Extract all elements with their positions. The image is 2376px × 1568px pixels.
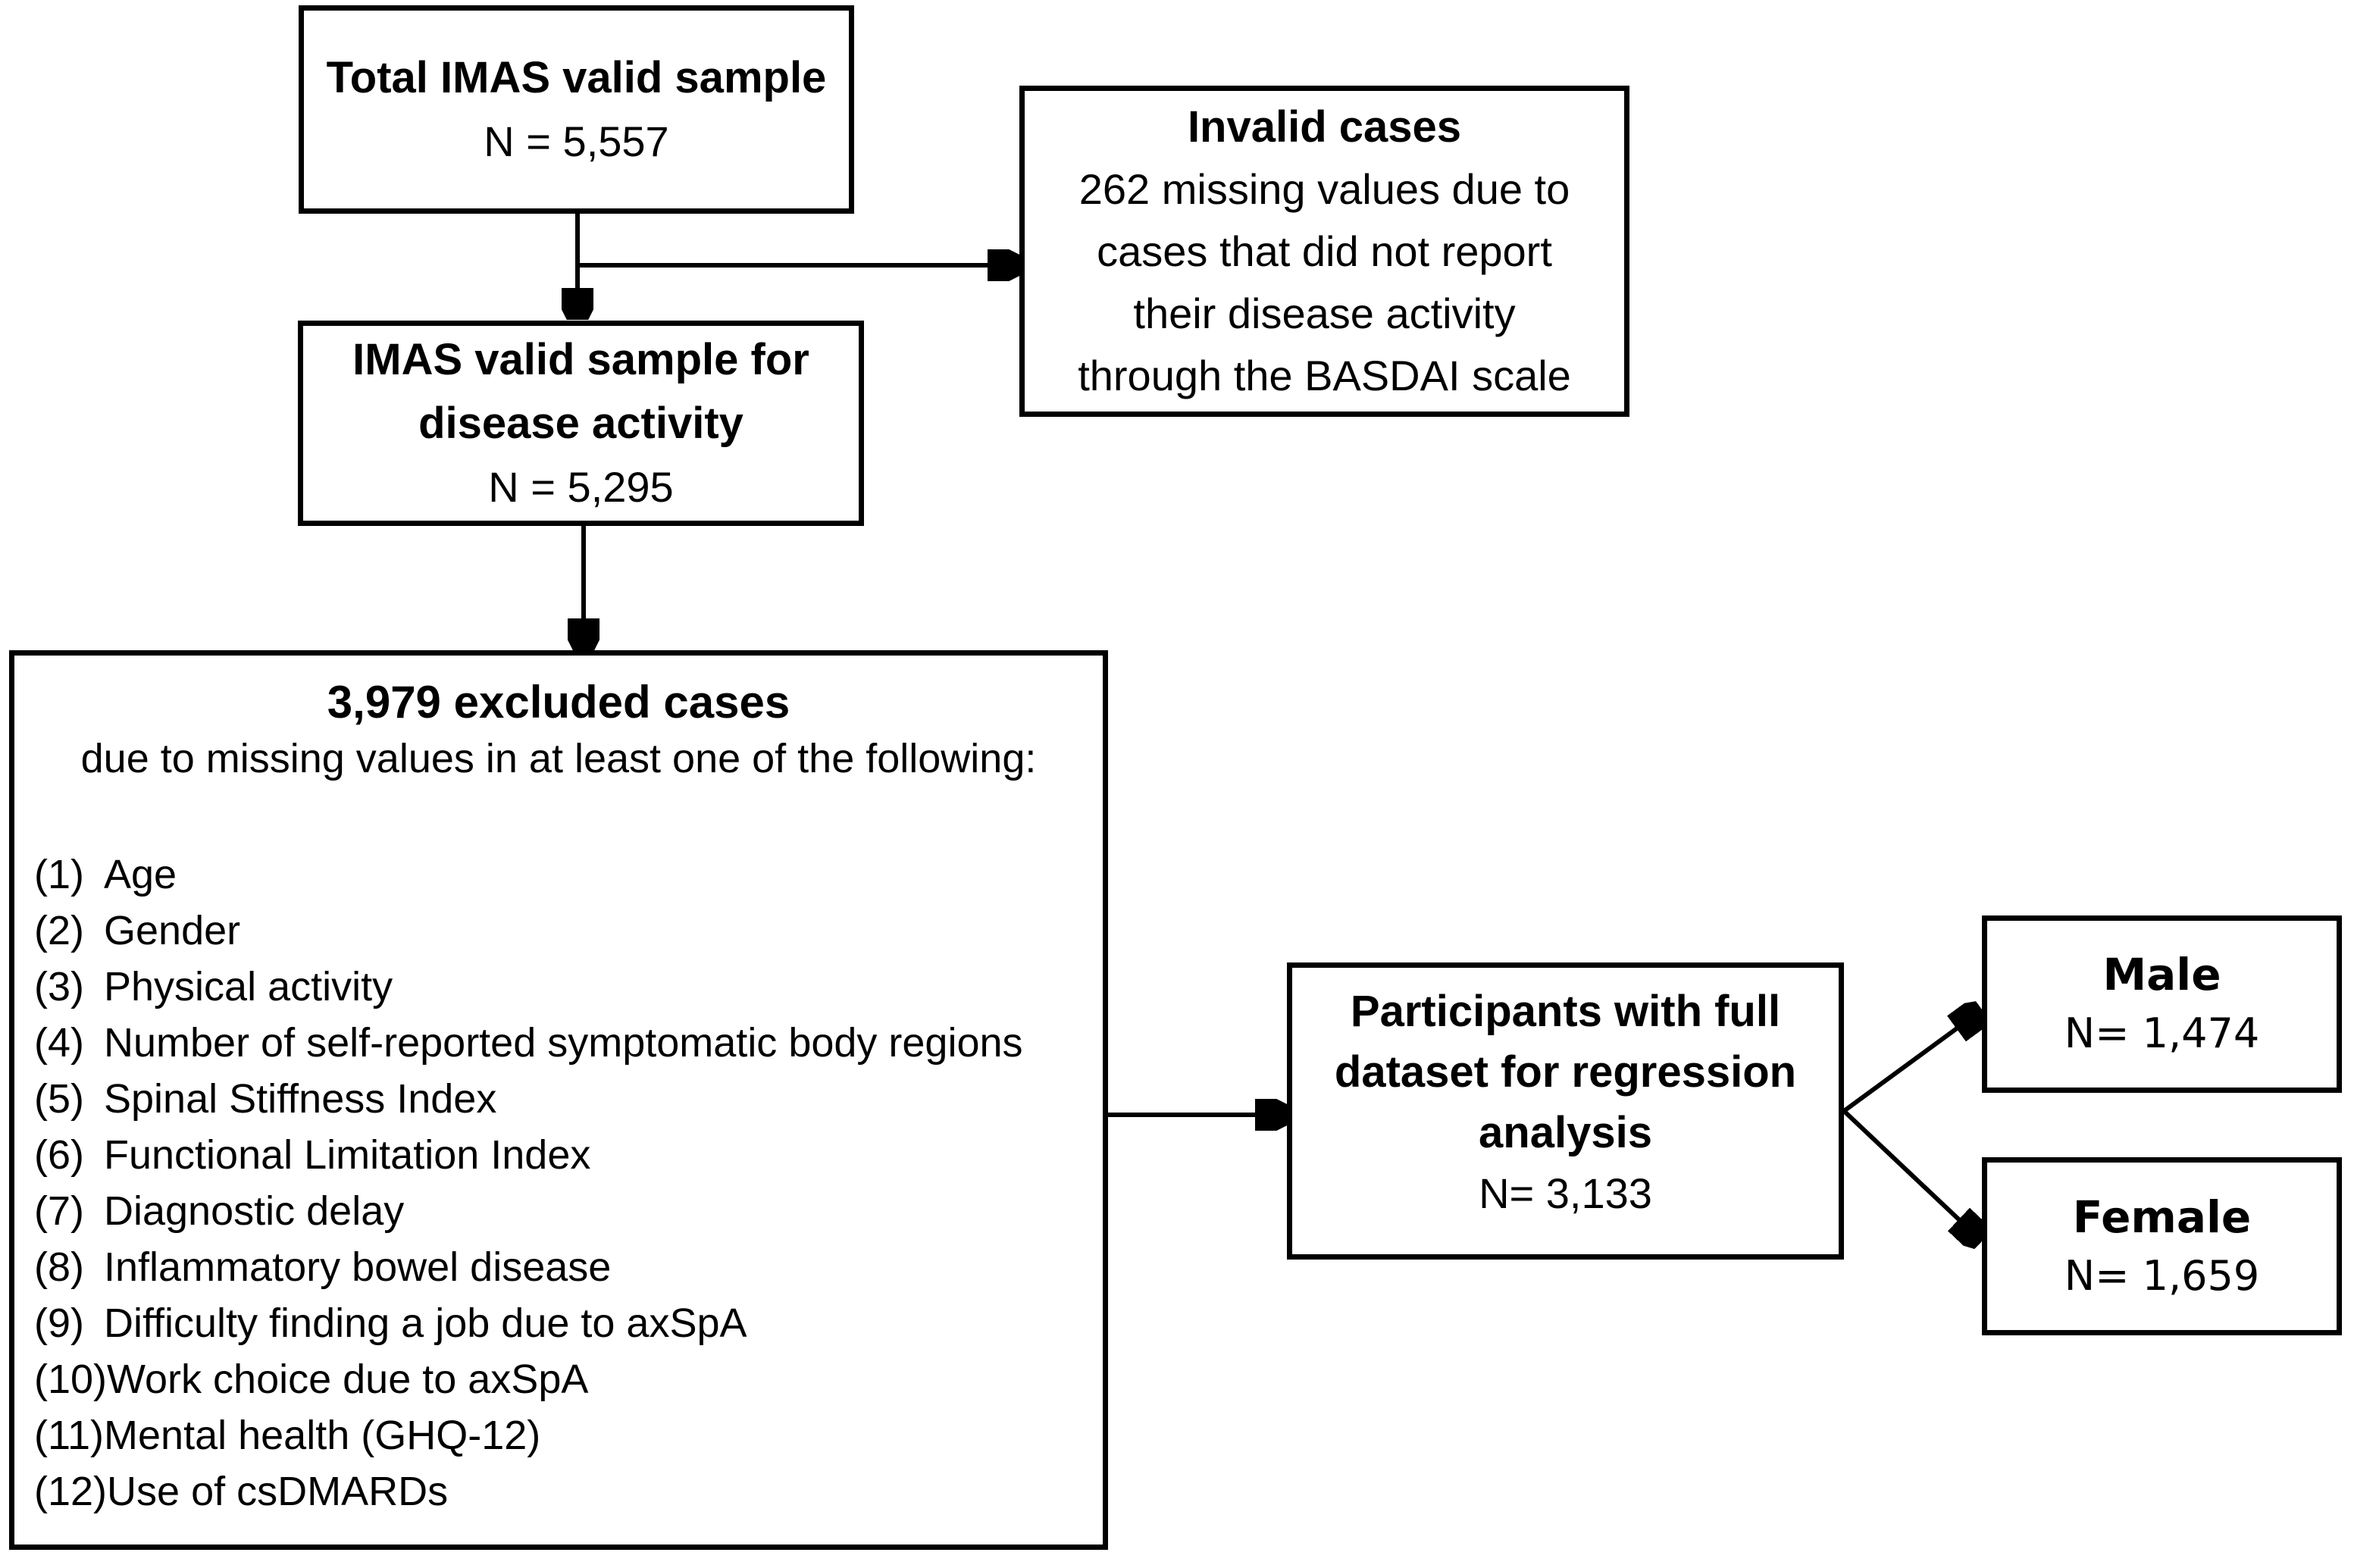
list-item: (10) Work choice due to axSpA	[34, 1351, 1103, 1407]
male-count: N= 1,474	[2064, 1009, 2260, 1057]
list-item: (5) Spinal Stiffness Index	[34, 1071, 1103, 1127]
arrow-participants-to-male	[1842, 1012, 1980, 1113]
list-item-number: (10)	[34, 1357, 108, 1402]
participants-title-line: analysis	[1479, 1108, 1652, 1157]
valid-sample-count: N = 5,295	[488, 462, 674, 511]
excluded-variables-list: (1) Age (2) Gender (3) Physical activity (4…	[14, 847, 1103, 1519]
arrow-participants-to-female	[1842, 1109, 1980, 1239]
list-item-label: Functional Limitation Index	[104, 1132, 591, 1178]
box-participants-full-dataset: Participants with full dataset for regre…	[1287, 962, 1844, 1260]
list-item: (8) Inflammatory bowel disease	[34, 1239, 1103, 1295]
total-sample-count: N = 5,557	[484, 117, 669, 165]
invalid-cases-text-line: 262 missing values due to	[1078, 164, 1570, 213]
list-item-label: Use of csDMARDs	[107, 1469, 449, 1514]
list-item-label: Inflammatory bowel disease	[104, 1244, 612, 1290]
participants-title-line: Participants with full	[1350, 987, 1781, 1036]
male-title: Male	[2102, 949, 2221, 1000]
invalid-cases-title: Invalid cases	[1187, 102, 1462, 152]
list-item: (4) Number of self-reported symptomatic b…	[34, 1015, 1103, 1071]
list-item-number: (8)	[34, 1244, 84, 1290]
list-item: (12) Use of csDMARDs	[34, 1463, 1103, 1519]
list-item-label: Diagnostic delay	[104, 1188, 405, 1234]
list-item-number: (5)	[34, 1076, 84, 1122]
participants-count: N= 3,133	[1479, 1169, 1652, 1217]
list-item-number: (3)	[34, 964, 84, 1009]
list-item: (3) Physical activity	[34, 959, 1103, 1015]
box-female: Female N= 1,659	[1982, 1157, 2342, 1335]
valid-sample-title-line: IMAS valid sample for	[352, 334, 809, 384]
excluded-cases-title: 3,979 excluded cases	[327, 677, 790, 728]
list-item-label: Work choice due to axSpA	[107, 1357, 589, 1402]
invalid-cases-text-line: cases that did not report	[1097, 227, 1552, 275]
excluded-cases-subtitle: due to missing values in at least one of…	[80, 736, 1037, 781]
invalid-cases-text-line: their disease activity	[1133, 289, 1516, 337]
list-item: (2) Gender	[34, 903, 1103, 959]
invalid-cases-text-line: through the BASDAI scale	[1078, 351, 1571, 399]
box-excluded-cases: 3,979 excluded cases due to missing valu…	[9, 650, 1108, 1550]
list-item-label: Spinal Stiffness Index	[104, 1076, 497, 1122]
list-item: (9) Difficulty finding a job due to axSpA	[34, 1295, 1103, 1351]
list-item-label: Mental health (GHQ-12)	[104, 1413, 541, 1458]
list-item-label: Number of self-reported symptomatic body…	[104, 1020, 1023, 1066]
female-title: Female	[2072, 1191, 2252, 1243]
box-total-imas-valid-sample: Total IMAS valid sample N = 5,557	[299, 5, 854, 214]
list-item-number: (7)	[34, 1188, 84, 1234]
list-item-number: (12)	[34, 1469, 108, 1514]
female-count: N= 1,659	[2064, 1251, 2260, 1300]
participants-title-line: dataset for regression	[1334, 1047, 1797, 1097]
list-item-number: (9)	[34, 1300, 84, 1346]
total-sample-title: Total IMAS valid sample	[326, 52, 827, 102]
list-item-label: Gender	[104, 908, 241, 953]
valid-sample-title-line: disease activity	[418, 398, 743, 448]
list-item-number: (1)	[34, 852, 84, 897]
box-male: Male N= 1,474	[1982, 915, 2342, 1093]
list-item-number: (11)	[34, 1413, 105, 1458]
list-item-label: Physical activity	[104, 964, 393, 1009]
list-item-number: (4)	[34, 1020, 84, 1066]
list-item: (6) Functional Limitation Index	[34, 1127, 1103, 1183]
list-item-label: Difficulty finding a job due to axSpA	[104, 1300, 747, 1346]
list-item: (11) Mental health (GHQ-12)	[34, 1407, 1103, 1463]
list-item-number: (2)	[34, 908, 84, 953]
list-item: (7) Diagnostic delay	[34, 1183, 1103, 1239]
box-invalid-cases: Invalid cases 262 missing values due to …	[1019, 86, 1629, 417]
list-item: (1) Age	[34, 847, 1103, 903]
list-item-number: (6)	[34, 1132, 84, 1178]
list-item-label: Age	[104, 852, 177, 897]
box-valid-sample-disease-activity: IMAS valid sample for disease activity N…	[298, 321, 864, 526]
